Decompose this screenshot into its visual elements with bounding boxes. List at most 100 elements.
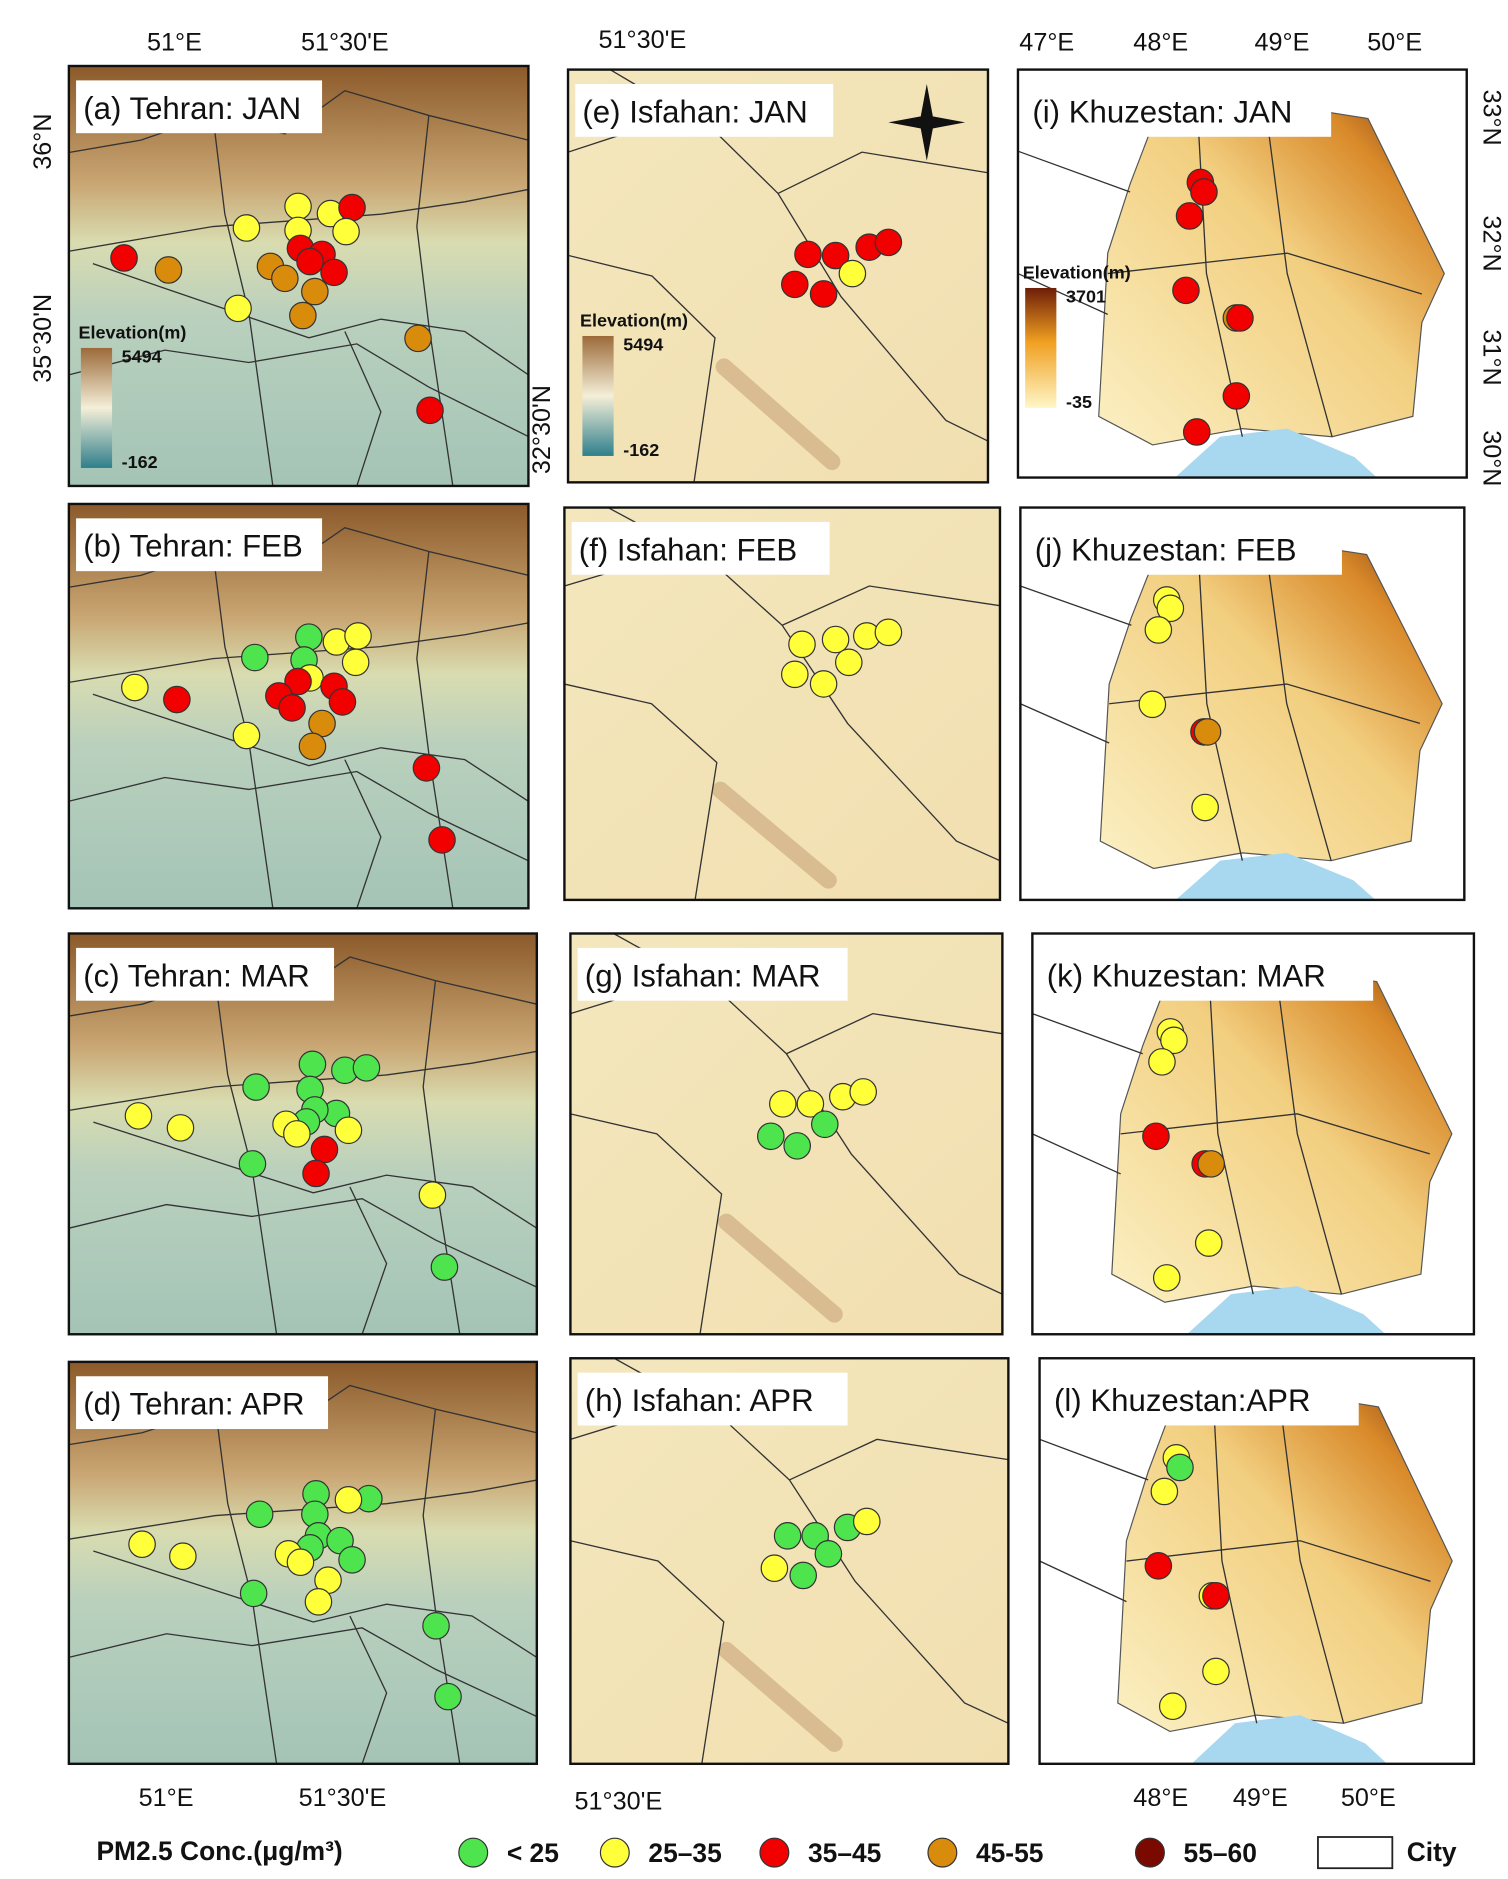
boundary <box>92 693 529 802</box>
station-marker <box>232 721 261 750</box>
panel-title: (e) Isfahan: JAN <box>582 94 807 129</box>
boundary <box>1032 1133 1121 1175</box>
elevation-ramp <box>1025 287 1057 408</box>
panel-title: (c) Tehran: MAR <box>83 958 309 993</box>
panel-title: (b) Tehran: FEB <box>83 529 303 564</box>
boundary <box>1197 546 1243 861</box>
legend-items: < 25 25–35 35–45 45-55 55–60 <box>458 1837 1257 1868</box>
map-panel: (j) Khuzestan: FEB <box>1019 506 1466 902</box>
station-marker <box>302 1159 330 1188</box>
station-marker <box>794 240 822 269</box>
title-box <box>577 1372 848 1426</box>
station-marker <box>278 694 306 722</box>
axis-label: 50°E <box>1341 1784 1396 1812</box>
station-marker <box>796 1090 825 1118</box>
water <box>1191 1715 1388 1764</box>
boundary <box>1032 1013 1143 1055</box>
terrain <box>68 65 529 486</box>
station-marker <box>296 247 324 276</box>
map-content <box>568 69 988 483</box>
legend-swatch <box>458 1837 489 1868</box>
station-marker <box>284 667 312 696</box>
station-marker <box>310 1135 339 1164</box>
station-marker <box>852 1507 881 1536</box>
elevation-legend: Elevation(m) 3701 -35 <box>1023 262 1131 412</box>
station-marker <box>1226 304 1254 332</box>
boundary <box>1263 538 1332 861</box>
legend-swatch <box>927 1837 958 1868</box>
boundary <box>212 551 274 909</box>
boundary <box>781 585 1000 626</box>
map-panel: (g) Isfahan: MAR <box>569 932 1004 1336</box>
boundary <box>1039 1560 1127 1603</box>
title-box <box>1027 521 1342 575</box>
water <box>1186 1286 1386 1335</box>
map-panel: (i) Khuzestan: JAN <box>1016 68 1468 479</box>
station-marker <box>338 1546 366 1574</box>
axis-label: 49°E <box>1233 1784 1288 1812</box>
map-panel: (l) Khuzestan:APR <box>1038 1357 1476 1766</box>
station-marker <box>1194 1229 1223 1257</box>
boundary <box>68 343 529 438</box>
boundary <box>786 1012 1003 1055</box>
boundary <box>1126 1540 1431 1582</box>
axis-label: 31°N <box>1478 329 1506 385</box>
panels: (a) Tehran: JAN (b) Tehran: FEB (c) Tehran… <box>67 64 1476 1766</box>
station-marker <box>404 324 432 353</box>
axis-label: 47°E <box>1019 28 1074 56</box>
station-marker <box>428 826 456 854</box>
elevation-min: -162 <box>623 440 659 460</box>
station-marker <box>1144 616 1173 644</box>
title-box <box>571 521 830 575</box>
elevation-legend: Elevation(m) 5494 -162 <box>580 310 688 460</box>
station-marker <box>295 623 323 651</box>
panel-border <box>67 502 530 910</box>
title-box <box>1046 1372 1359 1426</box>
station-marker <box>286 1548 315 1577</box>
axis-label: 51°30'E <box>599 26 687 54</box>
legend-swatch <box>599 1837 630 1868</box>
map-panel: (c) Tehran: MAR <box>67 932 539 1336</box>
station-marker <box>834 648 863 677</box>
boundary <box>1274 965 1343 1295</box>
station-marker <box>1166 1453 1194 1482</box>
panel-border <box>569 932 1004 1336</box>
axis-label: 33°N <box>1478 89 1506 145</box>
title-box <box>1025 83 1332 137</box>
panel-border <box>67 932 539 1336</box>
station-marker <box>780 270 809 299</box>
boundary <box>68 1627 537 1718</box>
title-box <box>1039 947 1374 1001</box>
legend-city: City <box>1407 1837 1457 1867</box>
station-marker <box>1175 202 1204 230</box>
panel-border <box>67 1360 539 1766</box>
elevation-title: Elevation(m) <box>1023 262 1131 282</box>
map-panel: (k) Khuzestan: MAR <box>1031 932 1476 1336</box>
title-box <box>76 947 335 1001</box>
map-panel: (h) Isfahan: APR <box>569 1357 1010 1766</box>
station-marker <box>166 1114 195 1142</box>
station-marker <box>809 670 838 698</box>
panel-title: (a) Tehran: JAN <box>83 91 301 126</box>
station-marker <box>788 630 816 659</box>
map-panel: (d) Tehran: APR <box>67 1360 539 1766</box>
legend-label: 45-55 <box>976 1838 1043 1868</box>
legend-swatch <box>759 1837 790 1868</box>
station-marker <box>245 1500 274 1529</box>
panel-border <box>563 506 1002 902</box>
station-marker <box>284 192 312 221</box>
station-marker <box>1197 1150 1225 1178</box>
axis-label: 30°N <box>1478 430 1506 486</box>
north-arrow <box>888 83 966 161</box>
panel-border <box>67 64 530 488</box>
station-marker <box>242 1073 270 1101</box>
station-marker <box>301 277 329 306</box>
station-marker <box>434 1682 462 1711</box>
station-marker <box>271 264 299 293</box>
boundary <box>1277 1390 1345 1724</box>
station-marker <box>849 1078 877 1106</box>
station-marker <box>430 1253 459 1281</box>
station-marker <box>416 396 444 425</box>
station-marker <box>320 258 348 287</box>
station-marker <box>1190 178 1218 206</box>
